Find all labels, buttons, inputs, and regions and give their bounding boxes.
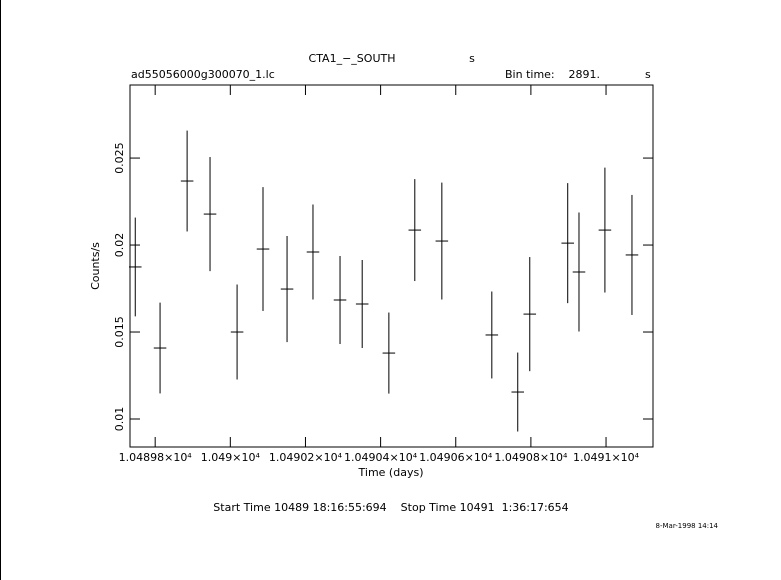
y-tick-label: 0.015: [113, 316, 126, 348]
x-axis-label: Time (days): [358, 466, 424, 479]
plot-frame: [129, 84, 654, 448]
title-suffix: s: [469, 52, 475, 65]
file-name: ad55056000g300070_1.lc: [131, 68, 275, 81]
bin-time: 2891.: [569, 68, 601, 81]
date-stamp: 8-Mar-1998 14:14: [656, 522, 719, 530]
x-tick-label: 1.0491×10⁴: [573, 451, 640, 464]
y-axis-label: Counts/s: [89, 242, 102, 290]
bin-time-unit: s: [645, 68, 651, 81]
x-tick-label: 1.04908×10⁴: [494, 451, 568, 464]
y-tick-label: 0.025: [113, 142, 126, 174]
x-tick-label: 1.04906×10⁴: [419, 451, 493, 464]
y-tick-label: 0.02: [113, 233, 126, 258]
chart-title: CTA1_−_SOUTH: [309, 52, 396, 65]
footer: Start Time 10489 18:16:55:694 Stop Time …: [213, 501, 568, 514]
x-tick-label: 1.04902×10⁴: [269, 451, 343, 464]
y-tick-label: 0.01: [113, 407, 126, 432]
bin-time-label: Bin time:: [505, 68, 555, 81]
x-tick-label: 1.049×10⁴: [201, 451, 261, 464]
x-tick-label: 1.04898×10⁴: [119, 451, 193, 464]
x-tick-label: 1.04904×10⁴: [344, 451, 418, 464]
